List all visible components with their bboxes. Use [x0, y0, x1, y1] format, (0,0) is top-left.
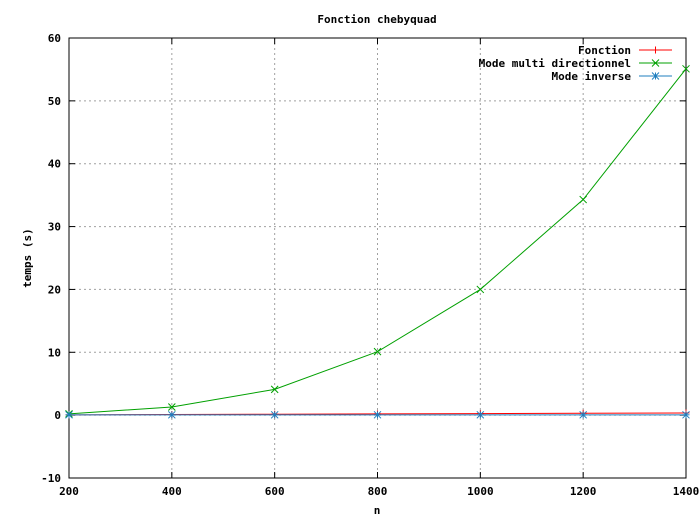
- legend-marker: [651, 59, 660, 67]
- data-point: [476, 410, 485, 419]
- data-point: [373, 410, 382, 419]
- data-point: [476, 285, 485, 294]
- legend-marker: [652, 46, 659, 54]
- x-tick-label: 1200: [570, 485, 597, 498]
- legend-marker: [651, 72, 660, 80]
- y-tick-label: 40: [48, 158, 61, 171]
- data-point: [167, 410, 176, 419]
- data-point: [682, 410, 690, 419]
- data-point: [270, 385, 279, 394]
- y-tick-label: 0: [54, 409, 61, 422]
- legend-label: Fonction: [578, 44, 631, 57]
- data-point: [579, 410, 588, 419]
- legend-label: Mode inverse: [552, 70, 632, 83]
- data-point: [270, 410, 279, 419]
- x-tick-label: 400: [162, 485, 182, 498]
- x-axis-label: n: [374, 504, 381, 517]
- plot-frame: [68, 37, 687, 479]
- data-point: [373, 347, 382, 356]
- y-tick-label: 50: [48, 95, 61, 108]
- x-tick-label: 800: [368, 485, 388, 498]
- y-tick-label: -10: [41, 472, 61, 485]
- x-tick-label: 1400: [673, 485, 700, 498]
- x-tick-label: 1000: [467, 485, 494, 498]
- series-mode-multi-directionnel: [65, 64, 690, 418]
- data-point: [167, 403, 176, 411]
- y-tick-label: 30: [48, 221, 61, 234]
- y-tick-label: 60: [48, 32, 61, 45]
- grid: [69, 38, 686, 478]
- ticks: 200 400 600 800 1000 1200 1400 -10 0 10 20 30 40 50 60: [41, 32, 699, 498]
- chart-title: Fonction chebyquad: [317, 13, 436, 26]
- x-tick-label: 600: [265, 485, 285, 498]
- y-tick-label: 20: [48, 283, 61, 296]
- data-point: [682, 64, 690, 73]
- y-axis-label: temps (s): [21, 228, 34, 288]
- legend-label: Mode multi directionnel: [479, 57, 631, 70]
- data-point: [579, 195, 588, 204]
- data-point: [65, 410, 73, 419]
- x-tick-label: 200: [59, 485, 79, 498]
- series-mode-inverse: [65, 410, 690, 419]
- series: [65, 64, 690, 419]
- y-tick-label: 10: [48, 346, 61, 359]
